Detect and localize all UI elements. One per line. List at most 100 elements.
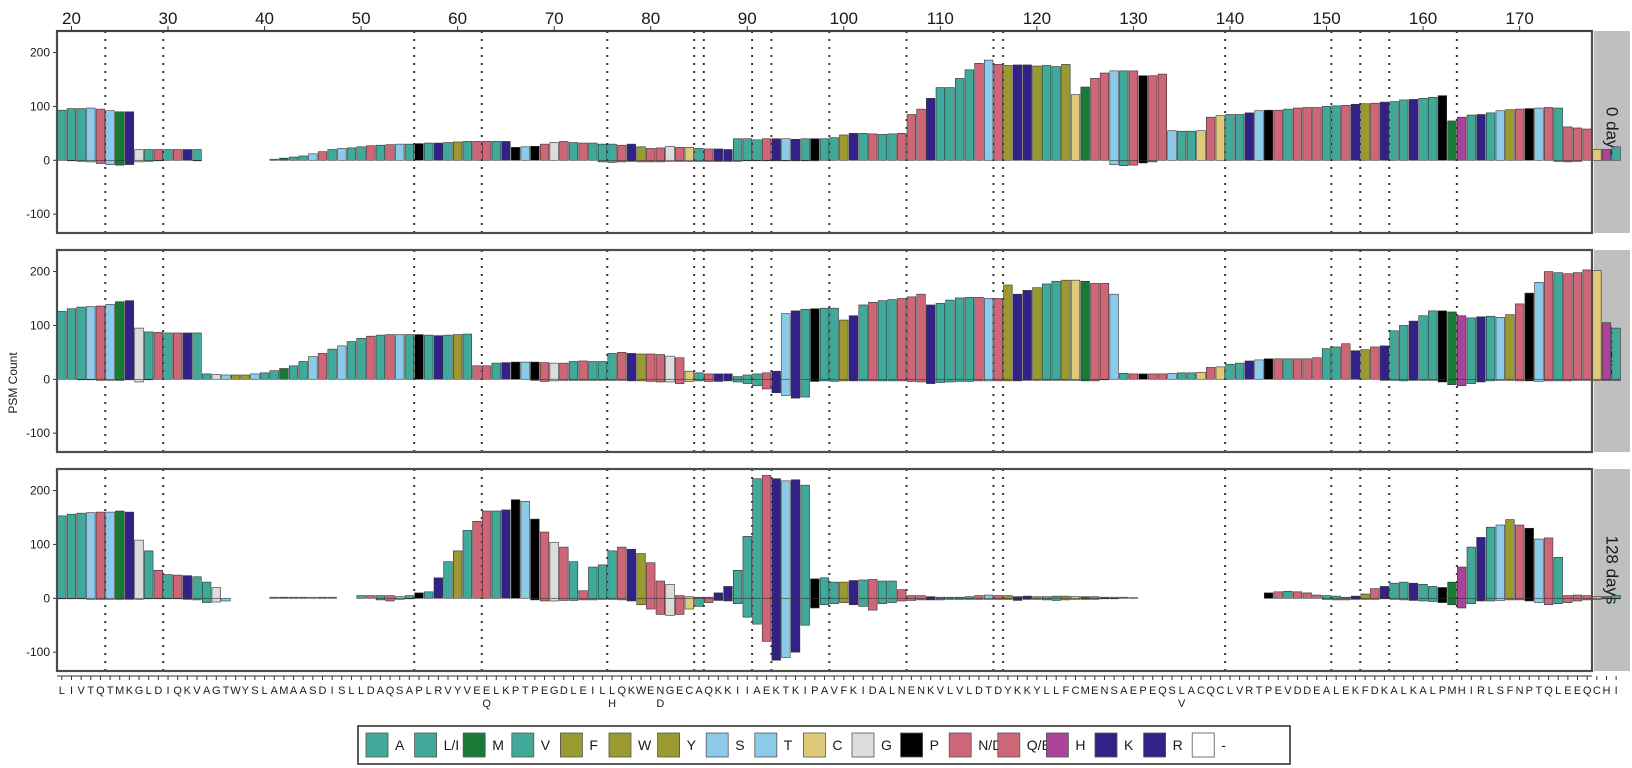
legend-label: S xyxy=(735,737,744,753)
legend-swatch xyxy=(851,732,875,758)
bar-positive xyxy=(1167,130,1177,161)
bar-negative xyxy=(1553,378,1563,382)
bar-positive xyxy=(1360,593,1370,599)
bar-positive xyxy=(279,368,289,380)
bar-positive xyxy=(732,138,743,161)
legend-label: T xyxy=(784,737,793,753)
bar-positive xyxy=(530,145,540,161)
bar-positive xyxy=(1543,271,1554,380)
bar-positive xyxy=(675,357,685,380)
residue-label: Q xyxy=(96,685,105,697)
bar-negative xyxy=(211,597,221,603)
residue-label: L xyxy=(947,685,953,697)
bar-positive xyxy=(317,596,328,599)
residue-label: S xyxy=(338,685,345,697)
bar-positive xyxy=(549,362,559,380)
bar-positive xyxy=(1341,105,1351,161)
bar-negative xyxy=(684,378,694,382)
y-tick-label: -100 xyxy=(26,207,50,221)
residue-label: L xyxy=(1227,685,1233,697)
residue-label: P xyxy=(1265,685,1272,697)
bar-negative xyxy=(1119,159,1129,166)
bar-positive xyxy=(134,539,144,599)
residue-label: A xyxy=(300,685,308,697)
bar-positive xyxy=(462,141,472,161)
bar-positive xyxy=(1379,586,1390,599)
bar-negative xyxy=(1611,378,1621,381)
bar-positive xyxy=(424,591,434,599)
legend-label: C xyxy=(832,737,842,753)
bar-negative xyxy=(549,378,559,382)
bar-positive xyxy=(607,353,617,380)
residue-label: K xyxy=(1014,685,1022,697)
bar-negative xyxy=(1418,597,1428,602)
bar-positive xyxy=(1302,358,1312,380)
bar-negative xyxy=(1437,378,1447,383)
bar-positive xyxy=(916,595,926,599)
bar-positive xyxy=(395,143,405,161)
bar-positive xyxy=(1495,524,1505,599)
residue-label: V xyxy=(830,685,838,697)
bar-positive xyxy=(433,577,443,599)
residue-label: Y xyxy=(1033,685,1041,697)
residue-label: E xyxy=(579,685,586,697)
bar-positive xyxy=(1128,70,1139,161)
residue-label: K xyxy=(927,685,935,697)
bar-negative xyxy=(617,159,627,163)
bar-negative xyxy=(66,597,77,600)
bar-positive xyxy=(1206,367,1216,380)
bar-positive xyxy=(1138,75,1148,161)
legend-item: P xyxy=(900,732,939,758)
bar-positive xyxy=(781,480,791,599)
bar-negative xyxy=(559,597,569,601)
bar-negative xyxy=(1524,378,1534,382)
bar-negative xyxy=(1138,159,1148,164)
bar-negative xyxy=(684,159,694,162)
bar-negative xyxy=(1428,378,1438,381)
bar-negative xyxy=(636,378,646,382)
bar-positive xyxy=(646,562,656,599)
bar-positive xyxy=(1119,373,1129,380)
bar-negative xyxy=(974,597,984,600)
bar-positive xyxy=(665,145,675,161)
bar-positive xyxy=(906,296,917,380)
bar-negative xyxy=(1041,378,1052,381)
bar-negative xyxy=(1457,597,1467,609)
residue-label: E xyxy=(1342,685,1349,697)
bar-positive xyxy=(1273,591,1283,599)
bar-negative xyxy=(935,378,945,383)
bar-negative xyxy=(549,597,559,602)
bar-positive xyxy=(1466,546,1476,599)
residue-label: T xyxy=(1536,685,1543,697)
bar-positive xyxy=(1302,107,1312,161)
bar-negative xyxy=(115,159,125,166)
top-tick-label: 40 xyxy=(255,9,274,28)
bar-positive xyxy=(974,595,984,599)
bar-positive xyxy=(1244,360,1254,380)
bar-positive xyxy=(1476,537,1486,599)
bar-positive xyxy=(337,345,347,380)
bar-negative xyxy=(665,159,675,162)
bar-negative xyxy=(868,597,878,611)
bar-negative xyxy=(124,378,135,381)
legend-label: M xyxy=(492,737,504,753)
bar-positive xyxy=(897,589,907,599)
bar-negative xyxy=(1543,597,1554,606)
bar-negative xyxy=(732,378,743,383)
residue-label: G xyxy=(212,685,221,697)
bar-positive xyxy=(829,137,839,161)
bar-positive xyxy=(153,149,163,161)
y-tick-label: 100 xyxy=(30,318,50,332)
bar-positive xyxy=(790,310,801,380)
bar-positive xyxy=(1331,595,1341,599)
legend-label: - xyxy=(1221,737,1226,753)
residue-label: G xyxy=(666,685,675,697)
legend-swatch xyxy=(705,732,729,758)
bar-negative xyxy=(704,159,714,162)
bar-positive xyxy=(86,107,96,161)
bar-positive xyxy=(1331,346,1341,380)
bar-negative xyxy=(1572,159,1583,162)
y-tick-label: 100 xyxy=(30,99,50,113)
bar-positive xyxy=(1177,372,1187,380)
bar-positive xyxy=(1157,373,1168,380)
